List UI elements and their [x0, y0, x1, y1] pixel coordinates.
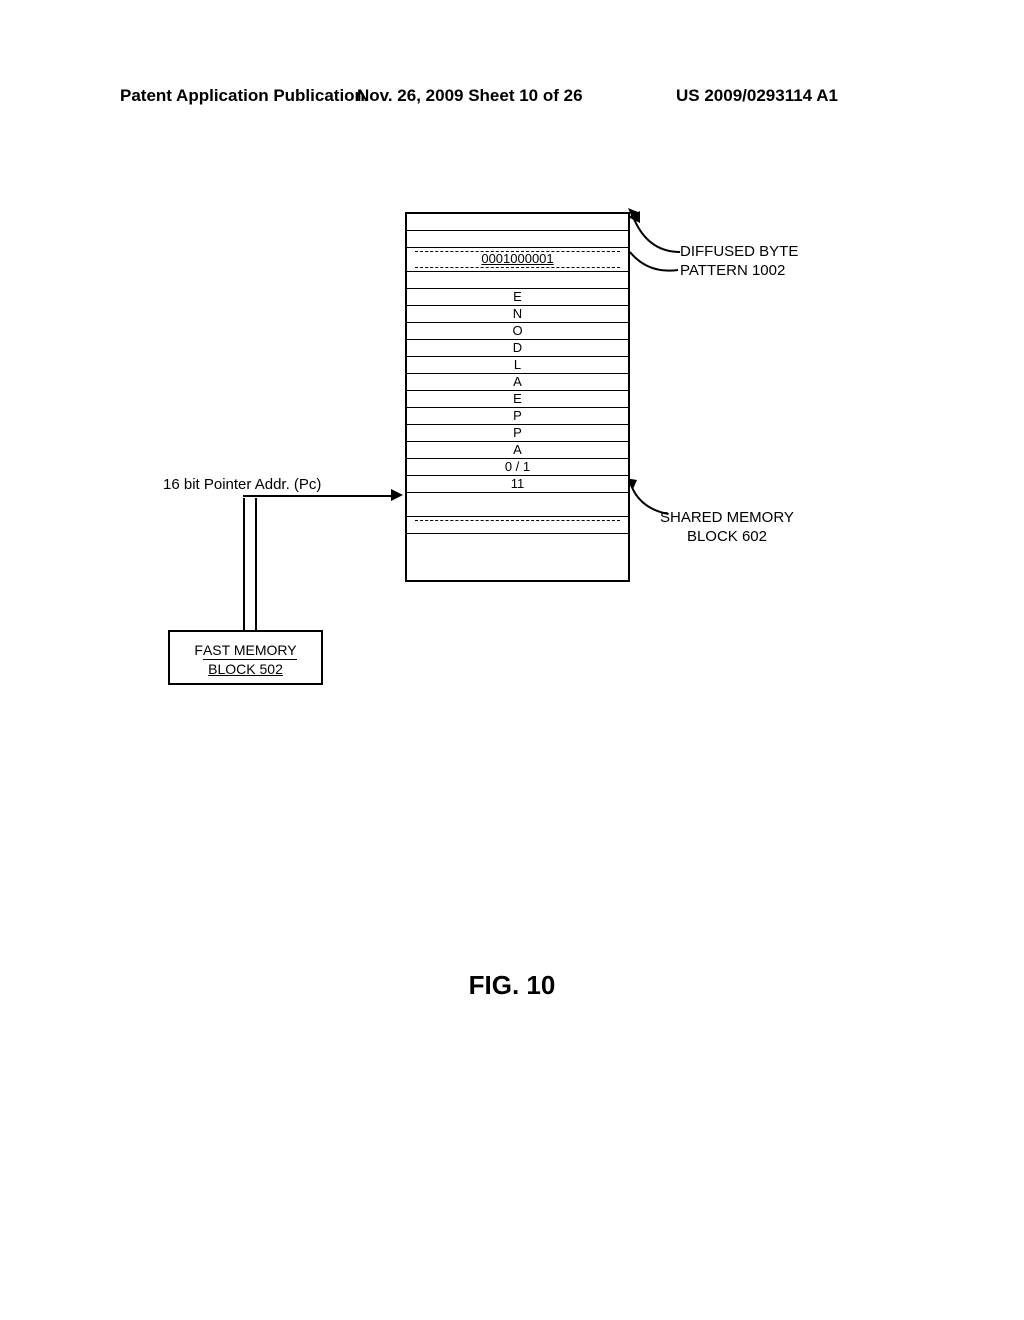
mem-row-gap: [407, 493, 628, 517]
pointer-arrow-head: [391, 489, 403, 501]
header-pub-number: US 2009/0293114 A1: [676, 86, 838, 106]
figure-diagram: 0001000001 E N O D L A E P P A 0 / 1 11 …: [0, 180, 1024, 800]
figure-title: FIG. 10: [0, 970, 1024, 1001]
top-tick: [626, 210, 646, 224]
diffused-byte-label: DIFFUSED BYTE PATTERN 1002: [680, 242, 798, 280]
mem-row-data: N: [407, 306, 628, 323]
mem-row-blank: [407, 231, 628, 248]
header-publication: Patent Application Publication: [120, 86, 365, 106]
header-date-sheet: Nov. 26, 2009 Sheet 10 of 26: [357, 86, 583, 106]
mem-row-data: P: [407, 425, 628, 442]
connector-v1: [243, 498, 245, 630]
mem-row-data: A: [407, 374, 628, 391]
mem-row-data: O: [407, 323, 628, 340]
mem-row-blank: [407, 272, 628, 289]
mem-row-data: E: [407, 391, 628, 408]
mem-row-diffused-pattern: 0001000001: [407, 248, 628, 272]
leader-shared: [628, 478, 678, 520]
mem-row-data: A: [407, 442, 628, 459]
mem-row-data: 11: [407, 476, 628, 493]
fast-memory-l1: FAST MEMORY: [194, 642, 296, 658]
mem-row-data: E: [407, 289, 628, 306]
connector-h-top: [243, 495, 347, 497]
mem-row-data: 0 / 1: [407, 459, 628, 476]
pointer-arrow-line: [345, 495, 393, 497]
mem-row-blank: [407, 517, 628, 534]
fast-memory-block: FAST MEMORY BLOCK 502: [168, 630, 323, 685]
mem-row-data: P: [407, 408, 628, 425]
leader-diffused-2: [628, 250, 688, 290]
pointer-addr-label: 16 bit Pointer Addr. (Pc): [163, 476, 321, 493]
shared-memory-block: 0001000001 E N O D L A E P P A 0 / 1 11: [405, 212, 630, 582]
mem-row-data: D: [407, 340, 628, 357]
mem-row-blank: [407, 214, 628, 231]
diffused-pattern-value: 0001000001: [481, 251, 553, 266]
fast-memory-l2: BLOCK 502: [208, 661, 283, 677]
mem-row-blank: [407, 534, 628, 551]
mem-row-data: L: [407, 357, 628, 374]
connector-v2: [255, 498, 257, 630]
shared-memory-label: SHARED MEMORY BLOCK 602: [660, 508, 794, 546]
